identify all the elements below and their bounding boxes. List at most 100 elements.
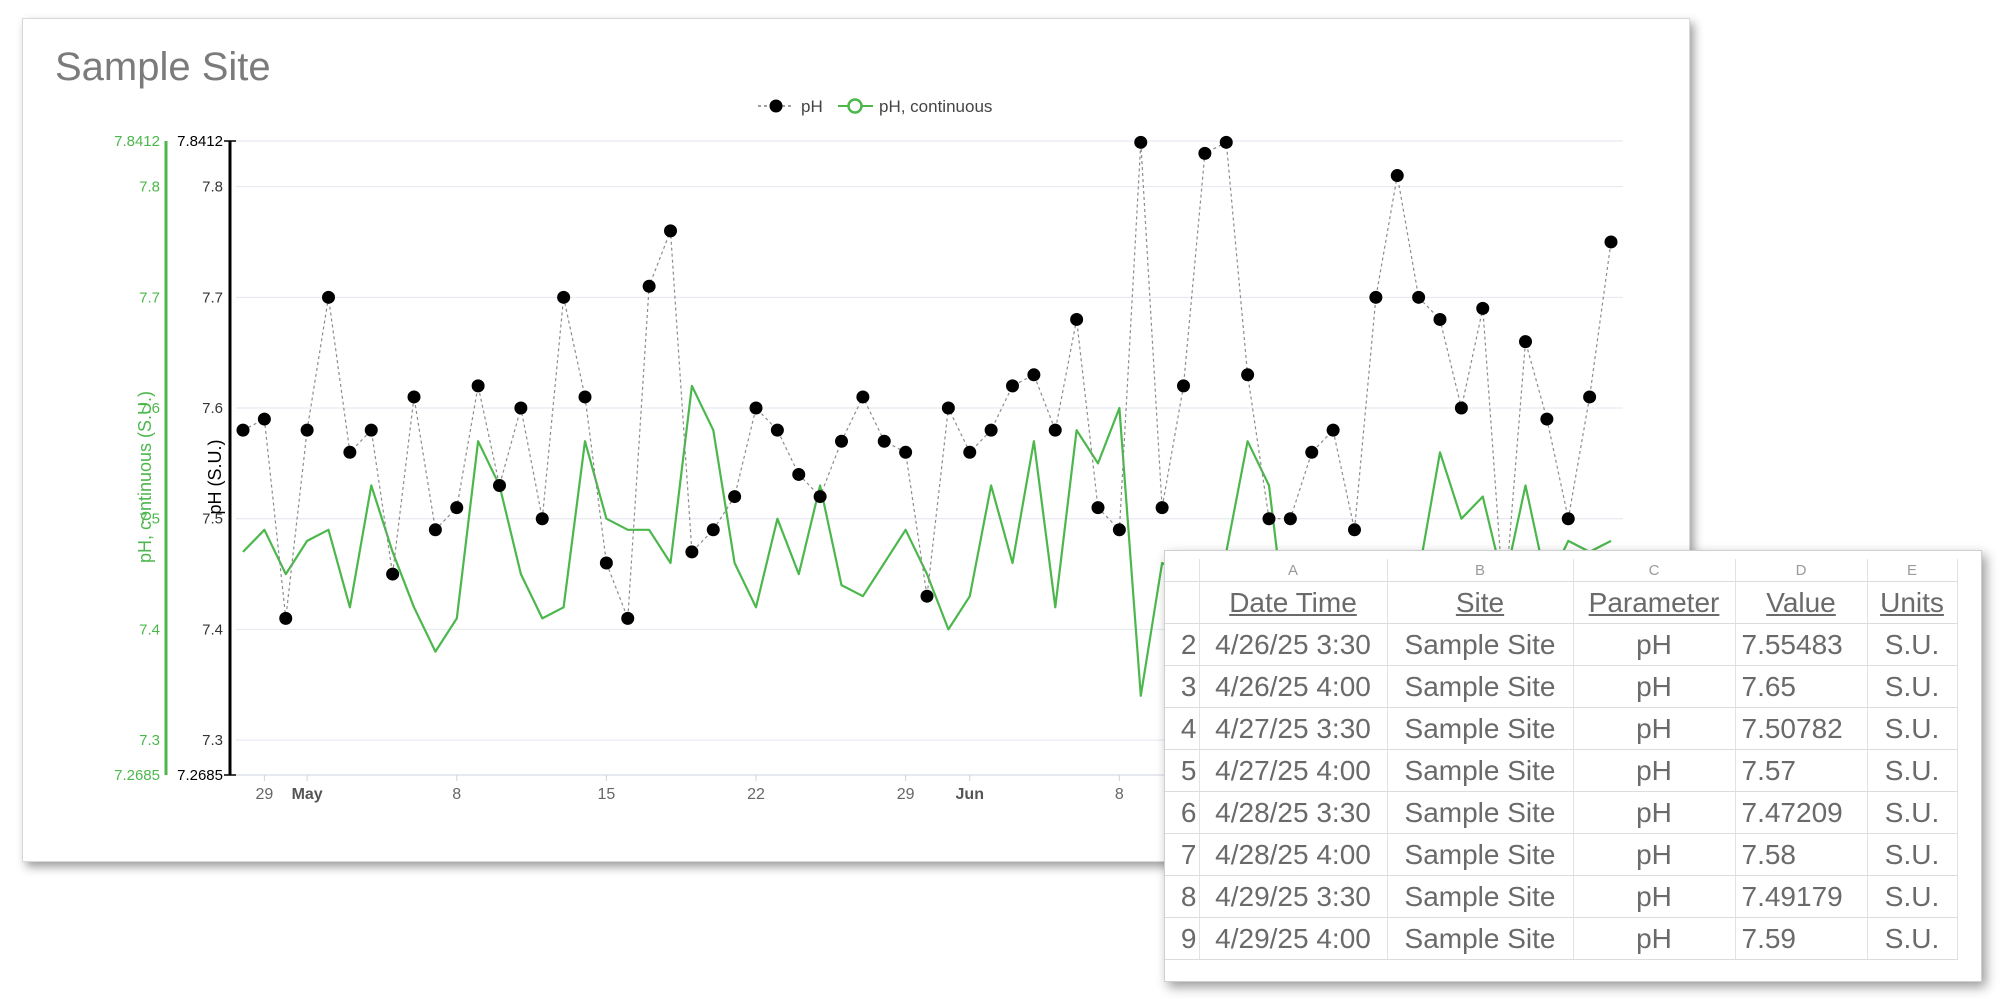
column-letter-d[interactable]: D bbox=[1735, 559, 1868, 582]
cell-date-time[interactable]: 4/29/25 4:00 bbox=[1199, 917, 1388, 960]
row-number[interactable]: 9 bbox=[1165, 917, 1200, 960]
row-number[interactable]: 2 bbox=[1165, 623, 1200, 666]
data-point-ph bbox=[877, 434, 891, 448]
data-point-ph bbox=[1369, 290, 1383, 304]
cell-units[interactable]: S.U. bbox=[1867, 707, 1958, 750]
cell-units[interactable]: S.U. bbox=[1867, 749, 1958, 792]
data-point-ph bbox=[792, 467, 806, 481]
column-letter-a[interactable]: A bbox=[1199, 559, 1388, 582]
column-letter-e[interactable]: E bbox=[1867, 559, 1958, 582]
cell-site[interactable]: Sample Site bbox=[1387, 749, 1574, 792]
data-point-ph bbox=[407, 390, 421, 404]
cell-units[interactable]: S.U. bbox=[1867, 665, 1958, 708]
cell-value[interactable]: 7.58 bbox=[1735, 833, 1868, 876]
data-point-ph bbox=[1070, 312, 1084, 326]
data-point-ph bbox=[1454, 401, 1468, 415]
data-point-ph bbox=[450, 501, 464, 515]
cell-parameter[interactable]: pH bbox=[1573, 833, 1736, 876]
cell-value[interactable]: 7.65 bbox=[1735, 665, 1868, 708]
cell-units[interactable]: S.U. bbox=[1867, 623, 1958, 666]
cell-date-time[interactable]: 4/28/25 3:30 bbox=[1199, 791, 1388, 834]
row-number[interactable]: 8 bbox=[1165, 875, 1200, 918]
row-number[interactable] bbox=[1165, 581, 1200, 624]
data-point-ph bbox=[770, 423, 784, 437]
legend-marker-ph-continuous bbox=[847, 98, 863, 114]
data-point-ph bbox=[642, 279, 656, 293]
header-units[interactable]: Units bbox=[1867, 581, 1958, 624]
cell-parameter[interactable]: pH bbox=[1573, 623, 1736, 666]
cell-site[interactable]: Sample Site bbox=[1387, 875, 1574, 918]
cell-units[interactable]: S.U. bbox=[1867, 917, 1958, 960]
header-parameter[interactable]: Parameter bbox=[1573, 581, 1736, 624]
cell-date-time[interactable]: 4/28/25 4:00 bbox=[1199, 833, 1388, 876]
cell-site[interactable]: Sample Site bbox=[1387, 665, 1574, 708]
cell-units[interactable]: S.U. bbox=[1867, 875, 1958, 918]
cell-parameter[interactable]: pH bbox=[1573, 707, 1736, 750]
cell-value[interactable]: 7.47209 bbox=[1735, 791, 1868, 834]
table-row: 9 4/29/25 4:00 Sample Site pH 7.59 S.U. bbox=[1165, 917, 1958, 960]
data-point-ph bbox=[749, 401, 763, 415]
data-point-ph bbox=[1305, 445, 1319, 459]
cell-units[interactable]: S.U. bbox=[1867, 833, 1958, 876]
x-tick-label: 29 bbox=[255, 786, 273, 803]
header-date-time[interactable]: Date Time bbox=[1199, 581, 1388, 624]
cell-value[interactable]: 7.49179 bbox=[1735, 875, 1868, 918]
chart-title: Sample Site bbox=[55, 45, 271, 89]
cell-date-time[interactable]: 4/27/25 3:30 bbox=[1199, 707, 1388, 750]
cell-date-time[interactable]: 4/26/25 4:00 bbox=[1199, 665, 1388, 708]
row-number[interactable]: 4 bbox=[1165, 707, 1200, 750]
header-site[interactable]: Site bbox=[1387, 581, 1574, 624]
data-point-ph bbox=[1283, 512, 1297, 526]
data-point-ph bbox=[1519, 335, 1532, 349]
column-letter-b[interactable]: B bbox=[1387, 559, 1574, 582]
y-tick-label: 7.8 bbox=[202, 179, 223, 196]
data-point-ph bbox=[493, 479, 506, 493]
header-value[interactable]: Value bbox=[1735, 581, 1868, 624]
column-letter-c[interactable]: C bbox=[1573, 559, 1736, 582]
data-point-ph bbox=[1433, 312, 1447, 326]
data-point-ph bbox=[514, 401, 528, 415]
data-point-ph bbox=[1155, 501, 1169, 515]
cell-value[interactable]: 7.59 bbox=[1735, 917, 1868, 960]
cell-site[interactable]: Sample Site bbox=[1387, 791, 1574, 834]
data-point-ph bbox=[364, 423, 378, 437]
sheet-corner[interactable] bbox=[1165, 559, 1200, 582]
cell-site[interactable]: Sample Site bbox=[1387, 917, 1574, 960]
row-number[interactable]: 5 bbox=[1165, 749, 1200, 792]
cell-date-time[interactable]: 4/26/25 3:30 bbox=[1199, 623, 1388, 666]
y-tick-label: 7.6 bbox=[202, 400, 223, 417]
cell-value[interactable]: 7.57 bbox=[1735, 749, 1868, 792]
header-row: Date Time Site Parameter Value Units bbox=[1165, 581, 1958, 624]
x-tick-label: 22 bbox=[747, 786, 765, 803]
cell-date-time[interactable]: 4/29/25 3:30 bbox=[1199, 875, 1388, 918]
cell-units[interactable]: S.U. bbox=[1867, 791, 1958, 834]
cell-parameter[interactable]: pH bbox=[1573, 917, 1736, 960]
legend-label-ph-continuous: pH, continuous bbox=[879, 97, 992, 116]
cell-parameter[interactable]: pH bbox=[1573, 791, 1736, 834]
data-point-ph bbox=[557, 290, 571, 304]
cell-parameter[interactable]: pH bbox=[1573, 749, 1736, 792]
cell-parameter[interactable]: pH bbox=[1573, 875, 1736, 918]
row-number[interactable]: 3 bbox=[1165, 665, 1200, 708]
table-row: 3 4/26/25 4:00 Sample Site pH 7.65 S.U. bbox=[1165, 665, 1958, 708]
cell-value[interactable]: 7.50782 bbox=[1735, 707, 1868, 750]
cell-date-time[interactable]: 4/27/25 4:00 bbox=[1199, 749, 1388, 792]
data-point-ph bbox=[343, 445, 357, 459]
cell-site[interactable]: Sample Site bbox=[1387, 833, 1574, 876]
x-tick-label: May bbox=[292, 786, 323, 803]
cell-site[interactable]: Sample Site bbox=[1387, 623, 1574, 666]
y2-tick-label: 7.8 bbox=[139, 179, 160, 196]
data-point-ph bbox=[599, 556, 613, 570]
data-point-ph bbox=[1219, 135, 1233, 149]
cell-site[interactable]: Sample Site bbox=[1387, 707, 1574, 750]
cell-value[interactable]: 7.55483 bbox=[1735, 623, 1868, 666]
row-number[interactable]: 7 bbox=[1165, 833, 1200, 876]
data-point-ph bbox=[1540, 412, 1554, 426]
cell-parameter[interactable]: pH bbox=[1573, 665, 1736, 708]
legend-label-ph: pH bbox=[801, 97, 823, 116]
data-point-ph bbox=[941, 401, 955, 415]
data-point-ph bbox=[1177, 379, 1190, 393]
x-tick-label: 15 bbox=[597, 786, 615, 803]
row-number[interactable]: 6 bbox=[1165, 791, 1200, 834]
y2-tick-label: 7.6 bbox=[139, 400, 160, 417]
